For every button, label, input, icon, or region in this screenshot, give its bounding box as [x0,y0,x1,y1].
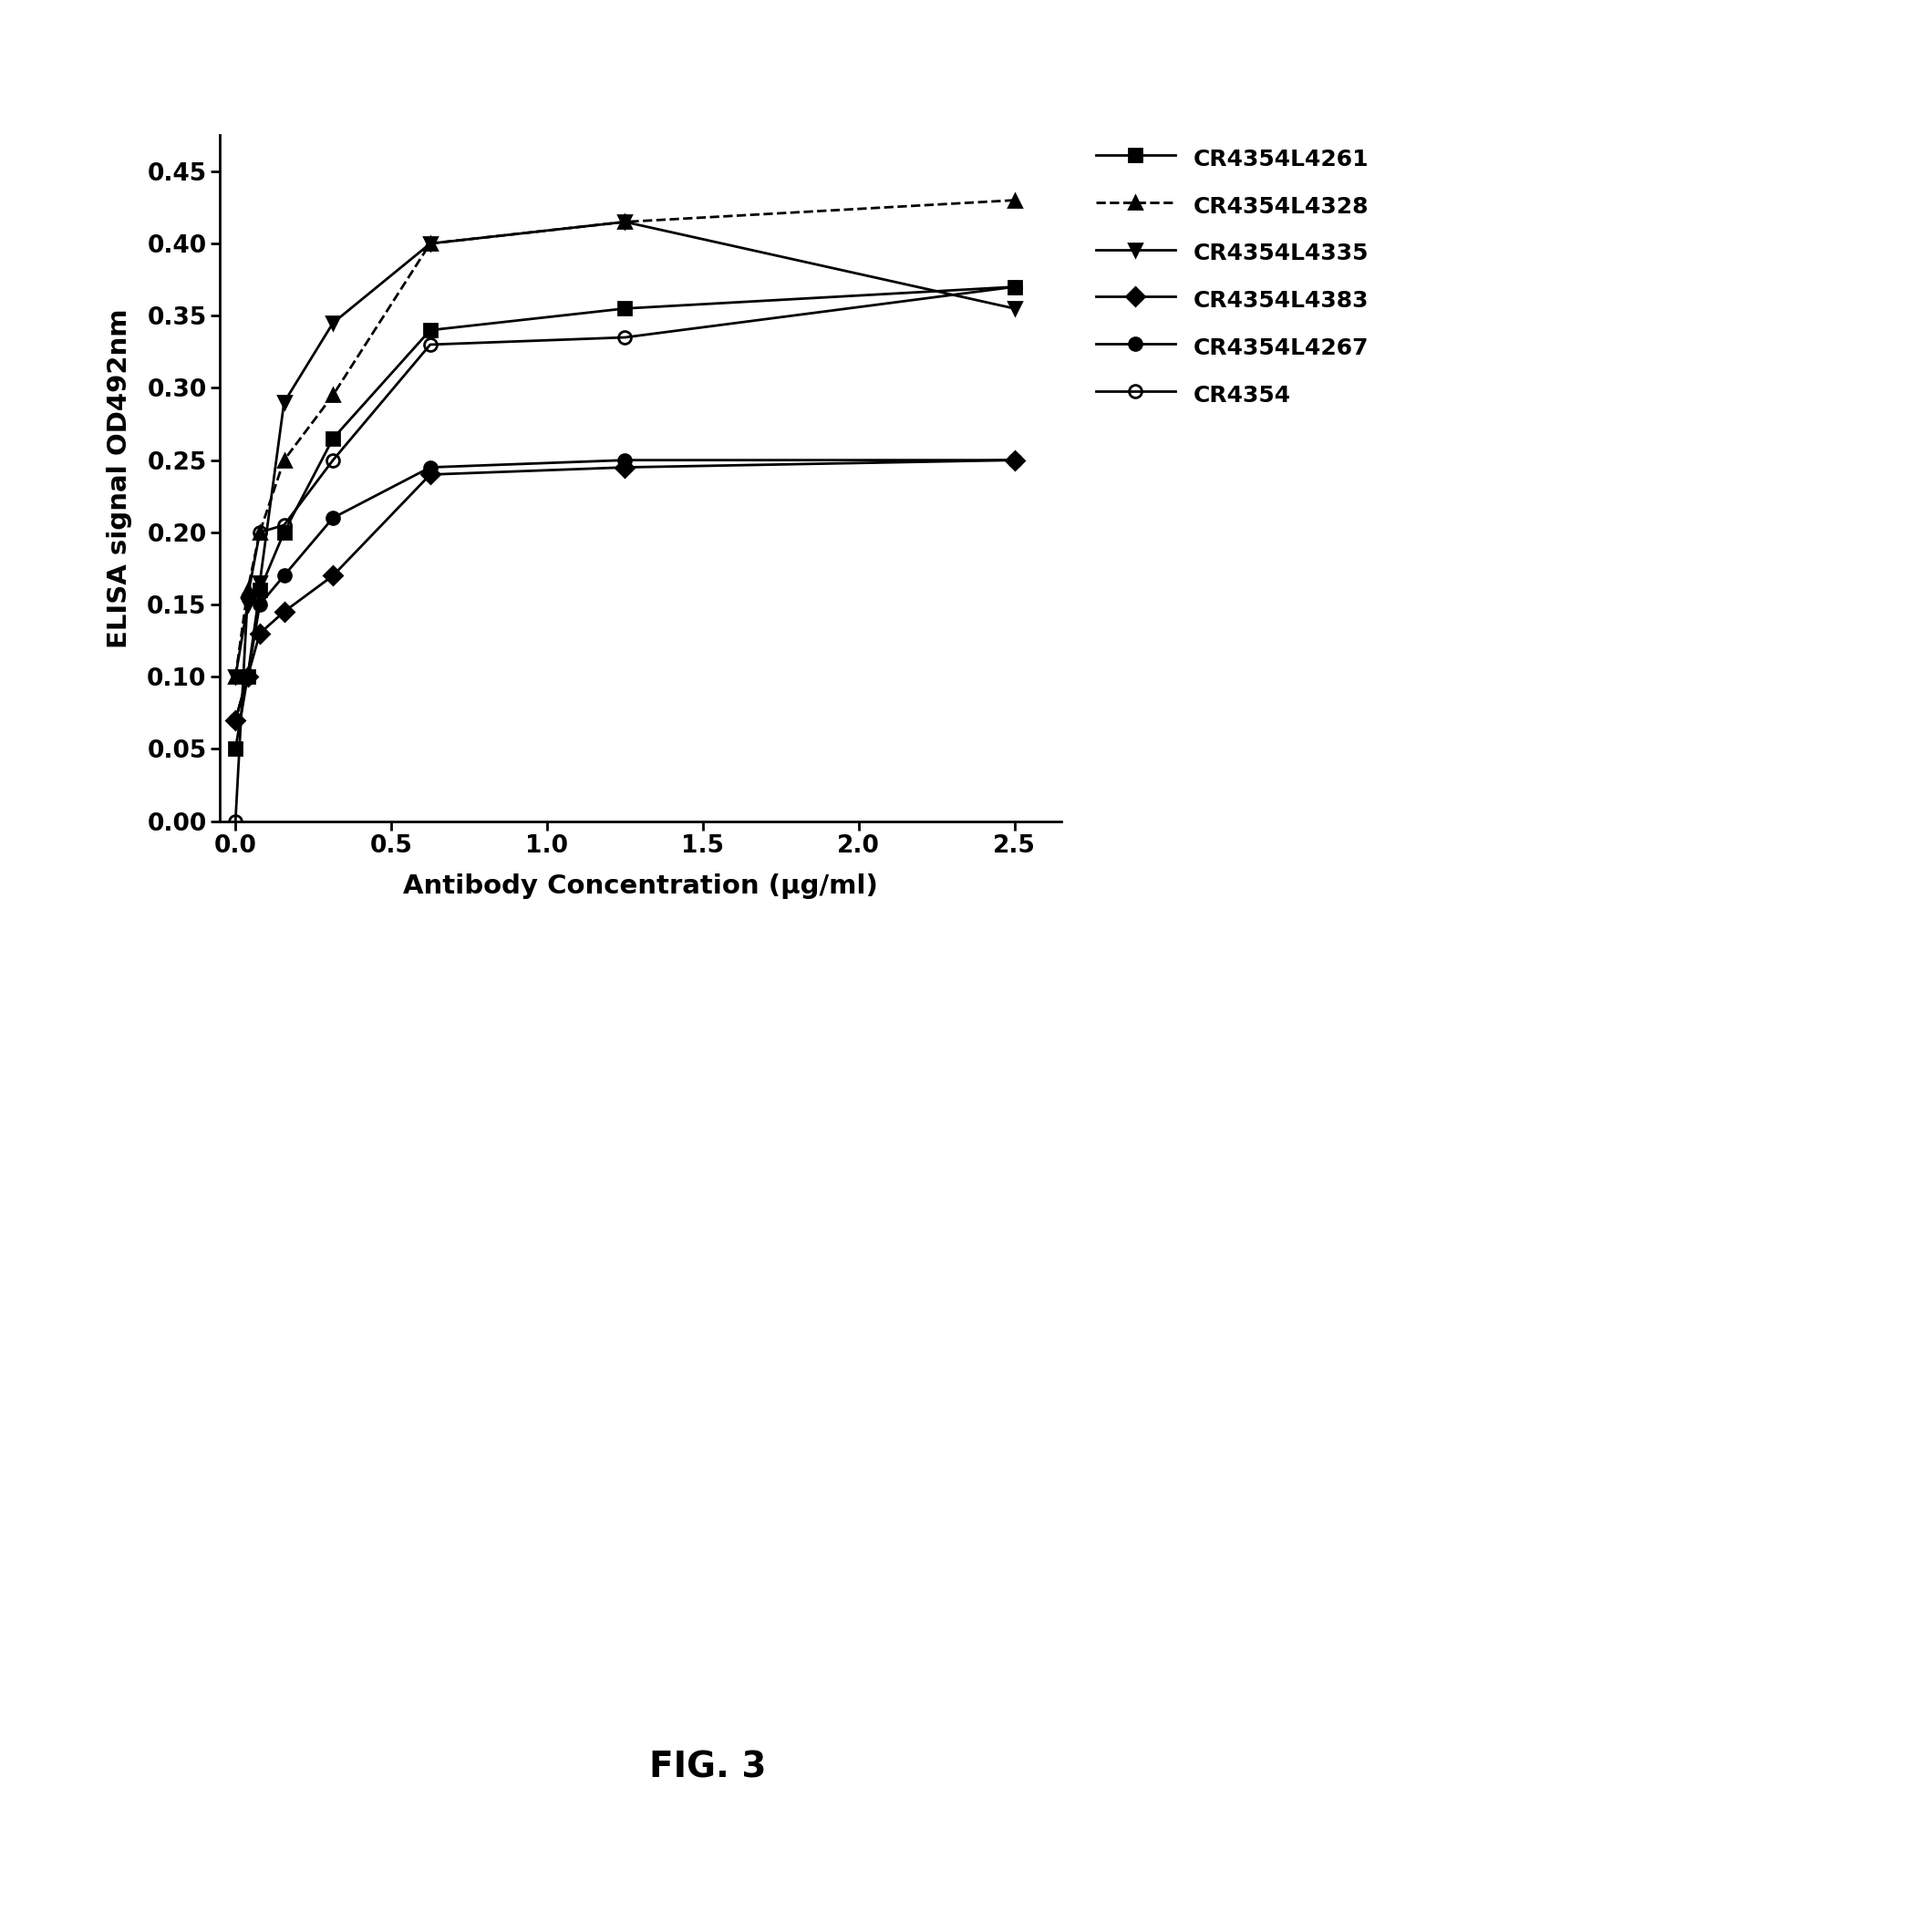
CR4354L4335 [419,232,442,255]
CR4354L4335 [1004,298,1027,321]
CR4354L4335 [224,665,247,688]
Line: CR4354: CR4354 [229,280,1021,827]
CR4354L4328 [237,578,260,601]
CR4354L4261 [249,578,272,601]
CR4354L4328 [419,232,442,255]
CR4354L4383 [273,601,296,624]
CR4354L4261 [419,319,442,342]
CR4354L4335 [614,211,637,234]
CR4354L4261 [1004,274,1027,298]
CR4354L4267 [1004,448,1027,471]
Line: CR4354L4383: CR4354L4383 [229,454,1021,726]
CR4354L4267 [273,564,296,587]
CR4354L4328 [321,384,344,408]
CR4354L4335 [321,311,344,334]
CR4354L4383 [614,456,637,479]
Y-axis label: ELISA signal OD492nm: ELISA signal OD492nm [107,309,132,647]
CR4354L4383 [249,622,272,645]
CR4354L4335 [237,593,260,616]
CR4354L4335 [273,390,296,413]
CR4354 [224,810,247,833]
CR4354L4383 [224,709,247,732]
CR4354L4328 [224,665,247,688]
CR4354L4328 [249,522,272,545]
X-axis label: Antibody Concentration (μg/ml): Antibody Concentration (μg/ml) [403,873,878,898]
CR4354L4267 [614,448,637,471]
CR4354 [1004,274,1027,298]
CR4354L4261 [237,665,260,688]
Legend: CR4354L4261, CR4354L4328, CR4354L4335, CR4354L4383, CR4354L4267, CR4354: CR4354L4261, CR4354L4328, CR4354L4335, C… [1086,135,1379,417]
CR4354L4383 [237,665,260,688]
Line: CR4354L4328: CR4354L4328 [229,193,1021,684]
CR4354L4261 [224,738,247,761]
CR4354 [273,514,296,537]
CR4354 [321,448,344,471]
CR4354L4328 [1004,189,1027,213]
CR4354L4383 [321,564,344,587]
CR4354L4328 [273,448,296,471]
CR4354L4335 [249,572,272,595]
CR4354L4261 [614,298,637,321]
CR4354 [249,522,272,545]
CR4354L4383 [1004,448,1027,471]
CR4354L4267 [237,665,260,688]
CR4354L4267 [321,506,344,529]
CR4354L4261 [321,427,344,450]
CR4354L4267 [419,456,442,479]
Line: CR4354L4261: CR4354L4261 [229,280,1021,755]
Line: CR4354L4267: CR4354L4267 [229,454,1021,726]
CR4354L4328 [614,211,637,234]
CR4354 [237,585,260,609]
Line: CR4354L4335: CR4354L4335 [229,216,1021,684]
CR4354L4261 [273,522,296,545]
CR4354 [614,327,637,350]
CR4354L4383 [419,464,442,487]
CR4354L4267 [224,709,247,732]
CR4354L4267 [249,593,272,616]
Text: FIG. 3: FIG. 3 [648,1750,767,1785]
CR4354 [419,332,442,355]
